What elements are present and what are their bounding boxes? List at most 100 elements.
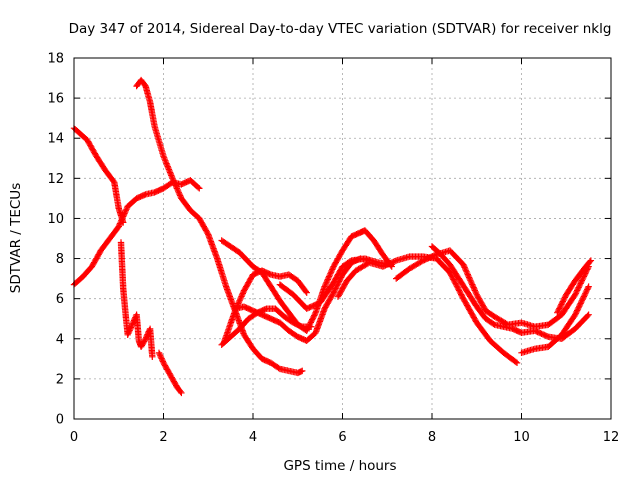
data-point bbox=[159, 356, 166, 364]
data-point bbox=[471, 287, 478, 294]
data-point bbox=[463, 268, 470, 275]
data-point bbox=[559, 298, 566, 305]
data-point bbox=[196, 185, 203, 192]
y-tick-label: 8 bbox=[56, 252, 64, 267]
series-arc-12 bbox=[393, 247, 592, 330]
data-point bbox=[328, 267, 335, 275]
chart-title: Day 347 of 2014, Sidereal Day-to-day VTE… bbox=[69, 21, 612, 37]
data-point bbox=[584, 286, 591, 293]
data-point bbox=[331, 286, 339, 294]
data-point bbox=[333, 283, 340, 291]
x-tick-label: 12 bbox=[603, 430, 620, 445]
data-point bbox=[561, 295, 568, 302]
y-axis-label: SDTVAR / TECUs bbox=[8, 183, 24, 293]
data-point bbox=[587, 257, 595, 264]
y-tick-label: 6 bbox=[56, 292, 64, 307]
y-tick-label: 2 bbox=[56, 372, 64, 387]
x-tick-label: 8 bbox=[428, 430, 436, 445]
data-point bbox=[577, 280, 584, 287]
data-point bbox=[576, 303, 583, 310]
series-arc-2 bbox=[70, 125, 127, 226]
data-point bbox=[307, 323, 315, 330]
data-point bbox=[575, 304, 582, 311]
data-point bbox=[126, 327, 133, 334]
data-point bbox=[120, 219, 127, 226]
data-point bbox=[582, 289, 590, 296]
data-point bbox=[558, 299, 566, 307]
data-point bbox=[466, 275, 473, 283]
data-point bbox=[311, 312, 318, 319]
data-point bbox=[557, 302, 564, 309]
data-point bbox=[584, 312, 591, 319]
data-point bbox=[578, 277, 586, 284]
data-point bbox=[578, 297, 586, 304]
data-point bbox=[576, 301, 584, 309]
data-marks bbox=[70, 76, 595, 397]
data-point bbox=[322, 282, 329, 289]
y-tick-label: 10 bbox=[47, 212, 64, 227]
data-point bbox=[453, 283, 461, 290]
x-axis-label: GPS time / hours bbox=[283, 458, 396, 474]
data-point bbox=[554, 308, 562, 315]
data-point bbox=[574, 307, 581, 314]
series-arc-6 bbox=[218, 227, 395, 334]
data-point bbox=[453, 281, 460, 289]
data-point bbox=[579, 276, 586, 283]
data-point bbox=[326, 272, 333, 279]
data-point bbox=[455, 287, 463, 294]
data-point bbox=[584, 284, 592, 292]
x-tick-label: 10 bbox=[513, 430, 530, 445]
data-point bbox=[157, 353, 165, 361]
series-arc-15 bbox=[554, 257, 595, 316]
data-point bbox=[235, 298, 243, 306]
data-point bbox=[586, 258, 594, 265]
series-arc-5 bbox=[133, 76, 306, 377]
data-point bbox=[178, 389, 185, 397]
data-point bbox=[575, 284, 582, 291]
data-point bbox=[583, 287, 590, 294]
y-tick-label: 0 bbox=[56, 413, 64, 428]
data-point bbox=[323, 279, 330, 286]
data-point bbox=[468, 280, 475, 287]
data-point bbox=[460, 261, 467, 268]
data-point bbox=[469, 282, 477, 290]
data-point bbox=[578, 278, 585, 286]
data-point bbox=[576, 283, 583, 290]
series-arc-3 bbox=[117, 239, 156, 361]
data-point bbox=[572, 311, 579, 318]
data-point bbox=[195, 184, 202, 191]
data-point bbox=[574, 287, 581, 294]
data-point bbox=[558, 301, 565, 308]
data-point bbox=[143, 334, 150, 341]
data-point bbox=[585, 311, 592, 318]
data-point bbox=[458, 292, 466, 300]
data-point bbox=[169, 175, 176, 182]
data-point bbox=[124, 331, 131, 338]
data-point bbox=[173, 185, 181, 192]
data-point bbox=[580, 293, 588, 300]
y-tick-label: 12 bbox=[47, 172, 64, 187]
data-point bbox=[299, 367, 306, 375]
series-arc-14 bbox=[518, 283, 592, 356]
x-tick-label: 2 bbox=[159, 430, 167, 445]
data-point bbox=[572, 291, 579, 298]
data-point bbox=[576, 281, 584, 288]
data-point bbox=[331, 288, 338, 295]
y-tick-label: 4 bbox=[56, 332, 64, 347]
data-point bbox=[580, 274, 587, 281]
data-point bbox=[172, 182, 179, 189]
data-point bbox=[329, 264, 337, 272]
data-point bbox=[303, 289, 310, 296]
data-point bbox=[577, 300, 584, 307]
data-point bbox=[582, 290, 589, 297]
data-point bbox=[155, 349, 163, 356]
series-arc-13 bbox=[428, 243, 592, 342]
data-point bbox=[110, 177, 117, 185]
data-point bbox=[465, 272, 472, 280]
data-point bbox=[302, 288, 309, 295]
data-point bbox=[310, 313, 317, 321]
data-point bbox=[556, 304, 564, 311]
data-point bbox=[309, 315, 317, 322]
